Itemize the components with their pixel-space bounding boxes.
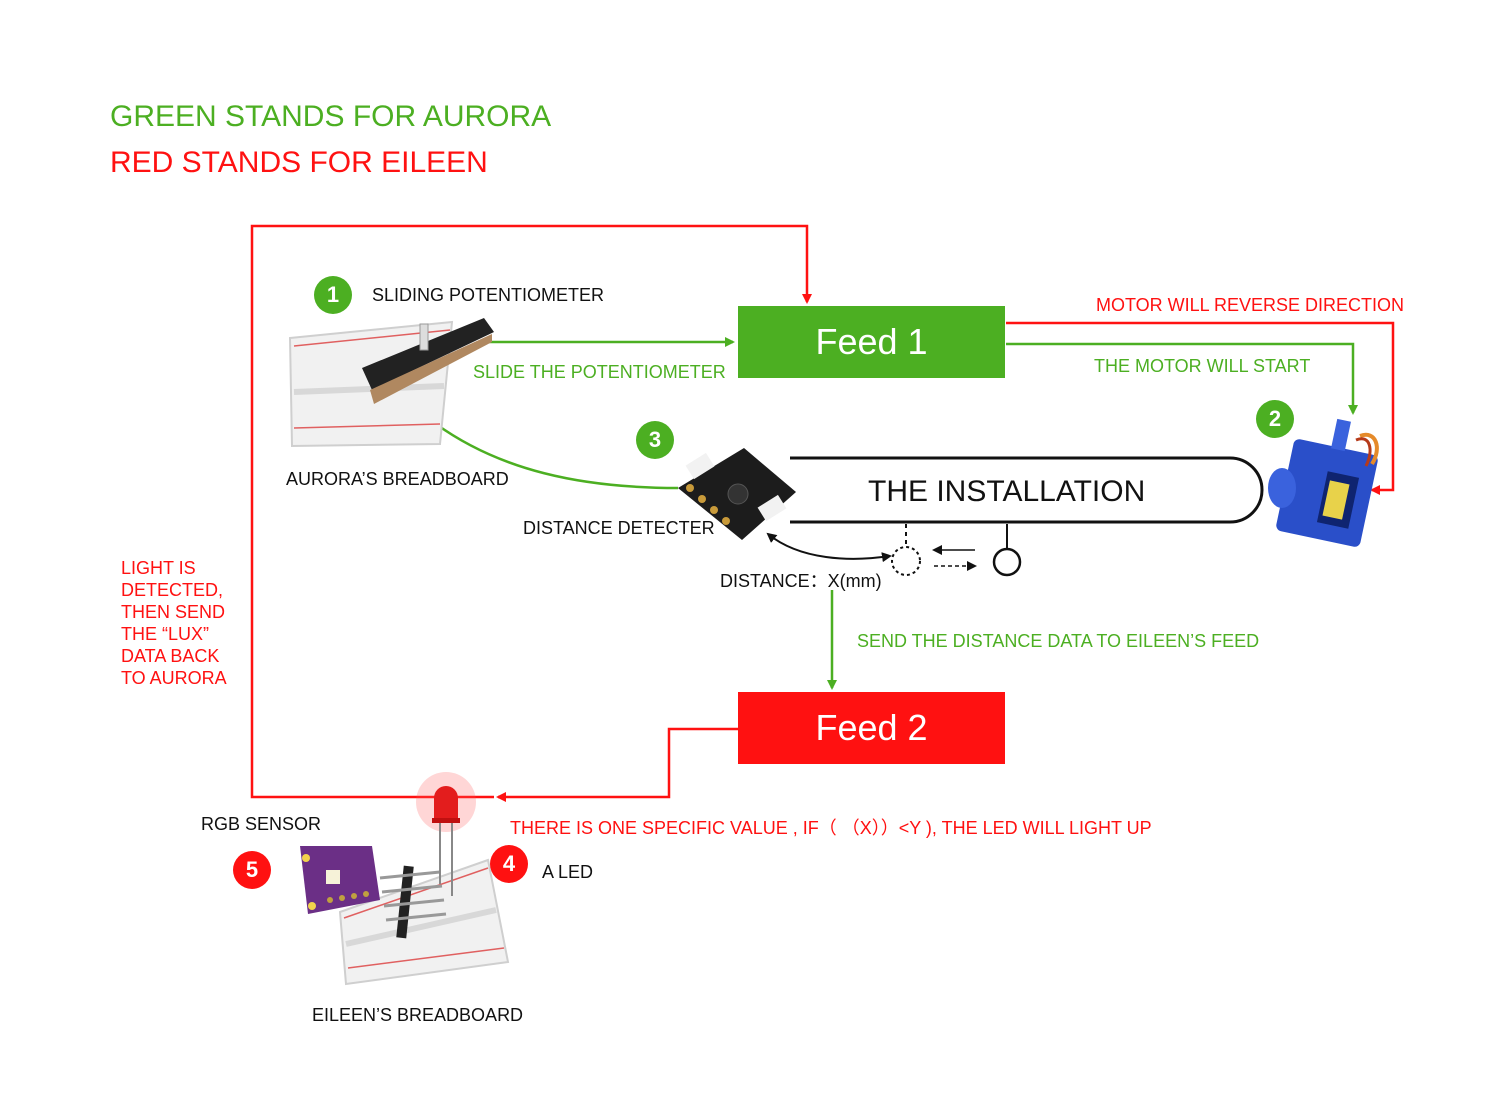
object-current-position xyxy=(992,547,1022,577)
send-distance-annotation: SEND THE DISTANCE DATA TO EILEEN’S FEED xyxy=(857,631,1260,651)
light-detected-line: LIGHT IS xyxy=(121,558,196,578)
motor-reverse-annotation: MOTOR WILL REVERSE DIRECTION xyxy=(1096,295,1405,315)
badge-1: 1 xyxy=(314,276,352,314)
object-previous-position xyxy=(891,546,921,576)
feed-2-label: Feed 2 xyxy=(815,707,928,748)
feed-1-box: Feed 1 xyxy=(738,306,1005,378)
potentiometer-label: SLIDING POTENTIOMETER xyxy=(372,285,605,305)
led-label: A LED xyxy=(542,862,594,882)
distance-arc xyxy=(766,532,892,563)
aurora-breadboard-label: AURORA’S BREADBOARD xyxy=(286,469,509,489)
eileen-breadboard-label: EILEEN’S BREADBOARD xyxy=(312,1005,524,1025)
header-pins-icon xyxy=(379,865,447,939)
legend-aurora: GREEN STANDS FOR AURORA xyxy=(110,100,552,133)
servo-motor-icon xyxy=(1268,418,1379,547)
badge-5: 5 xyxy=(233,851,271,889)
badge-2: 2 xyxy=(1256,400,1294,438)
slide-annotation: SLIDE THE POTENTIOMETER xyxy=(473,362,726,382)
rgb-sensor-label: RGB SENSOR xyxy=(201,814,322,834)
light-detected-annotation: LIGHT IS DETECTED, THEN SEND THE “LUX” D… xyxy=(121,557,227,689)
lux-feedback-wire xyxy=(250,224,812,799)
motor-start-wire xyxy=(1006,342,1358,415)
badge-3: 3 xyxy=(636,421,674,459)
light-detected-line: THE “LUX” xyxy=(121,624,210,644)
distance-sensor-icon xyxy=(678,448,796,540)
distance-label: DISTANCE：X(mm) xyxy=(720,571,882,591)
rgb-sensor-icon xyxy=(300,846,380,914)
led-rule-annotation: THERE IS ONE SPECIFIC VALUE , IF（ （X））<Y… xyxy=(510,818,1152,838)
sliding-potentiometer-icon xyxy=(362,318,494,404)
installation-label: THE INSTALLATION xyxy=(868,475,1146,508)
light-detected-line: DATA BACK xyxy=(121,646,220,666)
light-detected-line: TO AURORA xyxy=(121,668,227,688)
light-detected-line: THEN SEND xyxy=(121,602,226,622)
eileen-breadboard-icon xyxy=(338,858,510,986)
sensor-wire xyxy=(435,422,679,490)
motor-start-annotation: THE MOTOR WILL START xyxy=(1094,356,1311,376)
light-detected-line: DETECTED, xyxy=(121,580,224,600)
led-wire xyxy=(496,727,738,802)
badge-4: 4 xyxy=(490,845,528,883)
distance-detecter-label: DISTANCE DETECTER xyxy=(523,518,715,538)
installation-rail xyxy=(790,456,1264,524)
feed-2-box: Feed 2 xyxy=(738,692,1005,764)
motor-reverse-wire xyxy=(1006,321,1395,495)
legend-eileen: RED STANDS FOR EILEEN xyxy=(110,146,488,179)
red-led-icon xyxy=(416,772,476,896)
feed-1-label: Feed 1 xyxy=(815,321,928,362)
